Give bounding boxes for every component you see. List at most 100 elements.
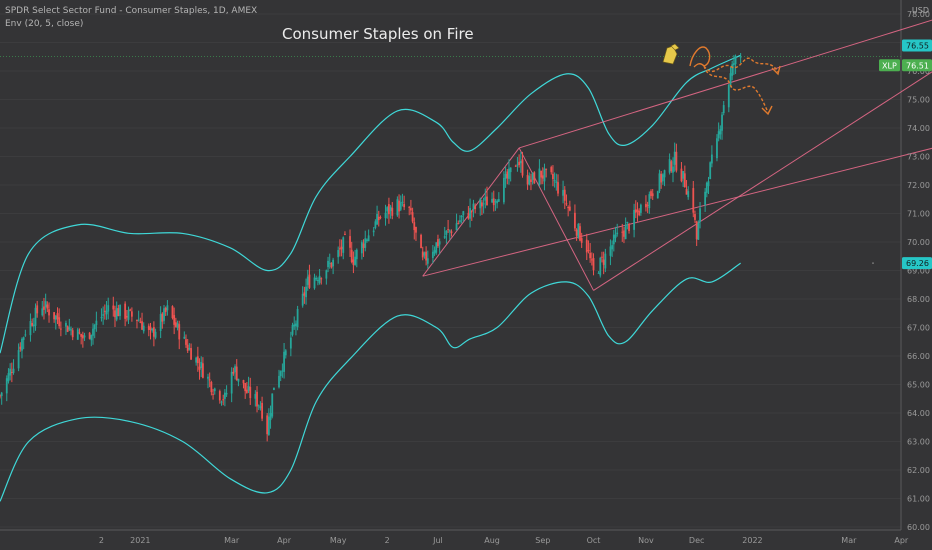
candle-body — [721, 114, 723, 131]
candle-body — [0, 392, 3, 397]
candle-body — [344, 233, 346, 235]
candle-body — [12, 368, 15, 373]
time-tick-label: Mar — [224, 536, 240, 545]
candle-body — [119, 304, 121, 316]
candle-body — [492, 198, 495, 206]
candle-body — [303, 292, 306, 296]
candle-body — [349, 236, 351, 248]
indicator-description[interactable]: Env (20, 5, close) — [5, 19, 84, 29]
candle-body — [218, 391, 221, 401]
crown-scribble — [689, 46, 711, 68]
candle-body — [330, 262, 333, 268]
candle-body — [222, 399, 225, 401]
time-tick-label: Mar — [841, 536, 857, 545]
chart-legend: SPDR Select Sector Fund - Consumer Stapl… — [5, 5, 257, 31]
candle-body — [360, 242, 363, 254]
candle-body — [188, 347, 191, 350]
candle-body — [675, 151, 678, 171]
chart-annotation-title[interactable]: Consumer Staples on Fire — [282, 25, 474, 43]
time-tick-label: Dec — [689, 536, 704, 545]
plot-area[interactable] — [0, 19, 932, 502]
candle-body — [68, 327, 71, 330]
candle-body — [152, 327, 155, 337]
candle-body — [636, 209, 639, 212]
candle-body — [114, 310, 116, 318]
candle-body — [651, 193, 654, 197]
candle-body — [460, 215, 463, 218]
price-tick-label: 71.00 — [907, 210, 930, 219]
candle-body — [337, 250, 340, 258]
candle-body — [279, 371, 282, 377]
candle-body — [403, 204, 406, 208]
candle-body — [176, 323, 179, 328]
candle-body — [521, 159, 524, 176]
candle-body — [293, 324, 296, 327]
candle-body — [470, 211, 473, 213]
candle-body — [21, 338, 23, 351]
candle-body — [508, 168, 510, 179]
candle-body — [185, 339, 187, 345]
candle-body — [731, 64, 734, 76]
candle-body — [31, 323, 34, 326]
candle-body — [256, 391, 258, 407]
candle-body — [391, 207, 394, 216]
candle-body — [259, 406, 262, 409]
candle-body — [296, 309, 299, 328]
candle-body — [484, 196, 487, 201]
candle-body — [623, 230, 625, 237]
candle-body — [59, 328, 62, 330]
candle-body — [261, 402, 263, 419]
candle-body — [528, 176, 531, 185]
candle-body — [7, 373, 10, 382]
candle-body — [295, 323, 297, 327]
candle-body — [709, 162, 712, 180]
candle-body — [171, 306, 174, 319]
candle-body — [230, 371, 233, 394]
candle-body — [553, 180, 556, 182]
candle-body — [633, 209, 636, 230]
candle-body — [634, 209, 637, 213]
time-axis[interactable]: 2 2021 Mar Apr May 2 Jul Aug Sep Oct Nov Dec 2022 Mar… — [99, 536, 909, 545]
price-tick-label: 78.00 — [907, 10, 930, 19]
time-tick-label: Sep — [535, 536, 550, 545]
annotation-doodles — [662, 43, 874, 264]
price-tick-label: 67.00 — [907, 324, 930, 333]
candle-body — [137, 319, 140, 321]
time-tick-label: 2021 — [130, 536, 150, 545]
candle-body — [587, 250, 590, 252]
candle-body — [386, 207, 389, 212]
candle-body — [435, 242, 438, 253]
candle-body — [509, 167, 512, 173]
candle-body — [472, 203, 475, 210]
candle-body — [658, 173, 661, 191]
candle-body — [577, 224, 580, 238]
candle-body — [364, 238, 367, 248]
candle-body — [732, 63, 735, 66]
candle-body — [455, 223, 458, 231]
price-axis[interactable]: 78.0077.0076.0075.0074.0073.0072.0071.00… — [907, 10, 930, 532]
price-labels: 76.55 76.51 69.26 XLP — [879, 39, 932, 270]
candle-body — [683, 173, 686, 188]
candle-body — [208, 379, 211, 381]
candle-body — [541, 175, 544, 179]
symbol-description[interactable]: SPDR Select Sector Fund - Consumer Stapl… — [5, 6, 258, 16]
channel-lines[interactable] — [422, 19, 932, 291]
candle-body — [705, 182, 708, 193]
candle-body — [565, 203, 568, 205]
candle-body — [550, 167, 553, 173]
price-tick-label: 66.00 — [907, 352, 930, 361]
candle-body — [704, 191, 707, 205]
candle-body — [54, 315, 57, 320]
candle-body — [244, 383, 247, 392]
candle-body — [88, 332, 91, 339]
candle-body — [103, 310, 106, 312]
ticker-tag-bg — [879, 59, 900, 72]
candle-body — [514, 165, 517, 167]
candle-body — [151, 328, 154, 331]
candle-body — [497, 199, 500, 202]
time-tick-label: 2 — [99, 536, 104, 545]
candle-body — [332, 259, 335, 267]
candle-body — [338, 248, 341, 250]
